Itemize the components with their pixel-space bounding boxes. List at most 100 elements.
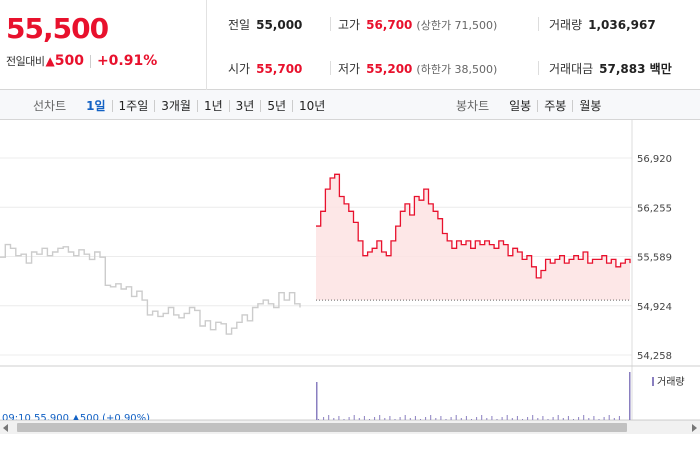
change-amount: 500 bbox=[54, 53, 84, 69]
volume-bar bbox=[399, 417, 401, 420]
volume-bar bbox=[440, 416, 442, 420]
volume-bar bbox=[593, 416, 595, 420]
volume-bar bbox=[476, 417, 478, 420]
volume-bar bbox=[537, 418, 539, 420]
stat-prev-close: 전일 55,000 bbox=[228, 18, 303, 32]
volume-bar bbox=[404, 415, 406, 420]
y-tick-label: 54,258 bbox=[637, 351, 672, 362]
candle-chart-tabs: 봉차트 일봉 주봉 월봉 bbox=[456, 97, 607, 114]
volume-bar bbox=[542, 416, 544, 420]
volume-bar bbox=[511, 418, 513, 420]
volume-bar bbox=[409, 418, 411, 420]
volume-bar bbox=[374, 417, 376, 420]
current-price: 55,500 bbox=[6, 12, 109, 45]
tab-3months[interactable]: 3개월 bbox=[154, 99, 197, 112]
volume-bar bbox=[384, 418, 386, 420]
volume-bar bbox=[608, 415, 610, 420]
volume-bar bbox=[328, 415, 330, 420]
y-tick-label: 54,924 bbox=[637, 302, 672, 313]
volume-bar bbox=[333, 418, 335, 420]
volume-bar bbox=[532, 415, 534, 420]
volume-bar bbox=[379, 415, 381, 420]
stat-open: 시가 55,700 bbox=[228, 62, 303, 76]
candle-chart-title: 봉차트 bbox=[456, 99, 490, 113]
volume-bar bbox=[598, 419, 600, 420]
up-triangle-icon: ▲ bbox=[45, 54, 55, 68]
divider bbox=[538, 61, 539, 75]
volume-legend: 거래량 bbox=[652, 373, 685, 388]
change-info: 전일대비 ▲ 500 +0.91% bbox=[6, 53, 157, 69]
volume-bar bbox=[618, 416, 620, 420]
chart-scrollbar[interactable] bbox=[0, 420, 700, 434]
volume-bar bbox=[486, 418, 488, 420]
divider bbox=[330, 61, 331, 75]
stat-low: 저가 55,200 (하한가 38,500) bbox=[338, 62, 498, 76]
tab-10years[interactable]: 10년 bbox=[292, 99, 331, 112]
volume-bar bbox=[430, 415, 432, 420]
y-tick-label: 55,589 bbox=[637, 253, 672, 264]
tab-daily[interactable]: 일봉 bbox=[509, 98, 532, 113]
volume-bar bbox=[613, 418, 615, 420]
volume-bar bbox=[425, 417, 427, 420]
volume-bar bbox=[481, 415, 483, 420]
today-price-area bbox=[316, 174, 630, 301]
volume-swatch bbox=[652, 377, 654, 386]
tab-monthly[interactable]: 월봉 bbox=[572, 99, 607, 112]
volume-bar bbox=[318, 419, 319, 420]
chart-tabs-bar: 선차트 1일 1주일 3개월 1년 3년 5년 10년 봉차트 일봉 주봉 월봉 bbox=[0, 90, 700, 120]
tab-1year[interactable]: 1년 bbox=[196, 99, 229, 112]
volume-bar bbox=[471, 419, 472, 420]
volume-bar bbox=[547, 419, 549, 420]
volume-bar bbox=[338, 416, 340, 420]
volume-bar bbox=[343, 419, 345, 420]
prev-day-price-line bbox=[0, 243, 301, 335]
divider bbox=[330, 17, 331, 31]
volume-bar bbox=[506, 415, 508, 420]
tab-1week[interactable]: 1주일 bbox=[111, 99, 155, 112]
tab-weekly[interactable]: 주봉 bbox=[537, 99, 572, 112]
change-percent: +0.91% bbox=[96, 53, 158, 69]
scroll-right-arrow-icon[interactable] bbox=[692, 424, 697, 432]
volume-bar bbox=[516, 416, 518, 420]
line-chart-title: 선차트 bbox=[33, 99, 67, 113]
volume-bar bbox=[603, 417, 605, 420]
volume-bar bbox=[583, 415, 585, 420]
line-chart-tabs: 선차트 1일 1주일 3개월 1년 3년 5년 10년 bbox=[33, 97, 331, 114]
tab-3years[interactable]: 3년 bbox=[228, 99, 261, 112]
tab-1day[interactable]: 1일 bbox=[86, 98, 106, 113]
scrollbar-thumb[interactable] bbox=[17, 423, 627, 432]
volume-bar bbox=[496, 419, 498, 420]
volume-bar bbox=[363, 416, 365, 420]
stat-high: 고가 56,700 (상한가 71,500) bbox=[338, 18, 498, 32]
volume-bar bbox=[573, 419, 574, 420]
volume-bar bbox=[420, 419, 421, 420]
volume-bar bbox=[567, 416, 569, 420]
volume-bar bbox=[460, 418, 462, 420]
volume-bar bbox=[414, 416, 416, 420]
volume-bar bbox=[455, 415, 457, 420]
volume-bar bbox=[316, 382, 318, 420]
change-label: 전일대비 bbox=[6, 55, 45, 68]
divider bbox=[89, 54, 91, 68]
y-tick-label: 56,255 bbox=[637, 203, 672, 214]
volume-bar bbox=[394, 419, 396, 420]
volume-bar bbox=[562, 418, 564, 420]
volume-bar bbox=[389, 416, 391, 420]
volume-bar bbox=[578, 417, 580, 420]
stat-volume: 거래량 1,036,967 bbox=[549, 18, 656, 32]
footer-info: 09:10 55,900 ▲500 (+0.90%) bbox=[2, 413, 151, 424]
volume-bar bbox=[445, 419, 447, 420]
scroll-left-arrow-icon[interactable] bbox=[3, 424, 8, 432]
volume-bar bbox=[369, 419, 370, 420]
volume-bar bbox=[629, 372, 631, 420]
summary-header: 55,500 전일대비 ▲ 500 +0.91% 전일 55,000 고가 56,7… bbox=[0, 0, 700, 90]
volume-bar bbox=[552, 417, 554, 420]
tab-5years[interactable]: 5년 bbox=[260, 99, 292, 112]
volume-bar bbox=[501, 417, 503, 420]
volume-bar bbox=[450, 417, 452, 420]
volume-bar bbox=[323, 417, 325, 420]
price-chart[interactable]: 56,92056,25555,58954,92454,25809:0010:00… bbox=[0, 120, 700, 450]
volume-bar bbox=[353, 415, 355, 420]
volume-bar bbox=[435, 418, 437, 420]
volume-bar bbox=[348, 417, 350, 420]
